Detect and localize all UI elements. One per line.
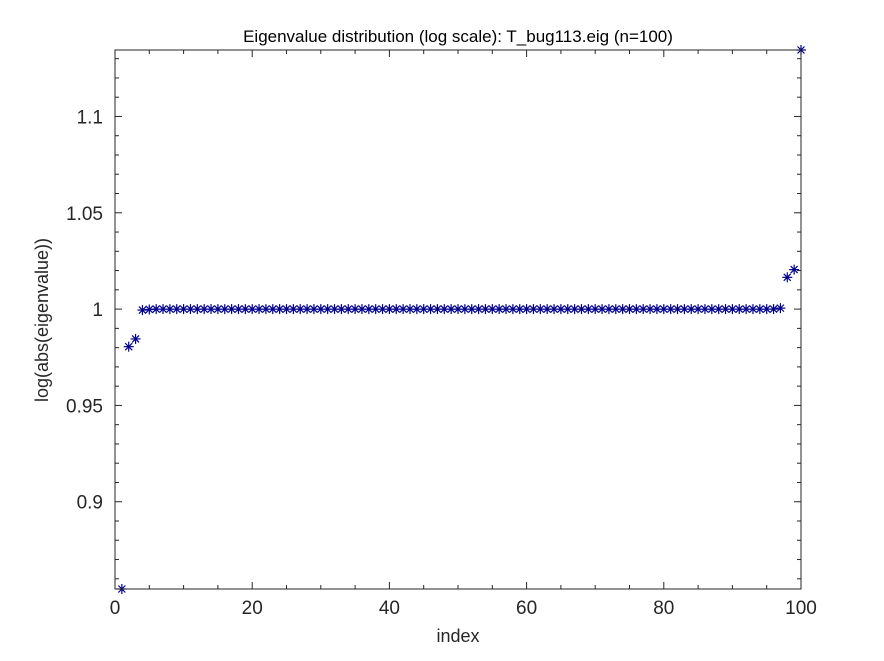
data-point <box>384 304 395 315</box>
data-point <box>123 341 134 352</box>
data-point <box>459 304 470 315</box>
data-point <box>336 304 347 315</box>
y-tick-label: 1.05 <box>66 204 103 225</box>
data-point <box>693 304 704 315</box>
data-point <box>446 304 457 315</box>
data-point <box>782 272 793 283</box>
data-point <box>775 303 786 314</box>
data-point <box>754 304 765 315</box>
data-point <box>555 304 566 315</box>
data-point <box>130 333 141 344</box>
data-markers <box>116 45 806 594</box>
data-point <box>254 304 265 315</box>
data-point <box>624 304 635 315</box>
data-point <box>206 304 217 315</box>
y-tick-label: 1.1 <box>77 107 103 128</box>
chart-title: Eigenvalue distribution (log scale): T_b… <box>243 27 673 46</box>
data-point <box>171 304 182 315</box>
data-point <box>549 304 560 315</box>
data-point <box>329 304 340 315</box>
data-point <box>281 304 292 315</box>
data-point <box>542 304 553 315</box>
y-tick-label: 1 <box>92 300 103 321</box>
data-point <box>576 304 587 315</box>
data-point <box>315 304 326 315</box>
x-axis-label: index <box>436 626 479 646</box>
x-tick-label: 0 <box>110 598 121 619</box>
data-point <box>789 264 800 275</box>
x-tick-label: 100 <box>785 598 817 619</box>
data-point <box>363 304 374 315</box>
y-tick-label: 0.95 <box>66 396 103 417</box>
axes-frame <box>114 49 802 590</box>
data-point <box>308 304 319 315</box>
y-axis-label: log(abs(eigenvalue)) <box>32 238 52 402</box>
x-tick-label: 40 <box>379 598 400 619</box>
data-point <box>494 304 505 315</box>
x-tick-label: 80 <box>653 598 674 619</box>
data-point <box>583 304 594 315</box>
y-tick-label: 0.9 <box>77 493 103 514</box>
x-tick-label: 60 <box>516 598 537 619</box>
plot-area <box>115 50 801 589</box>
data-point <box>768 304 779 315</box>
axes-box <box>114 49 802 590</box>
axis-ticks: 0 20 40 60 80 100 0.9 0.95 1 1.05 1.1 <box>66 50 817 619</box>
data-point <box>226 304 237 315</box>
x-tick-label: 20 <box>242 598 263 619</box>
data-point <box>528 304 539 315</box>
data-point <box>631 304 642 315</box>
